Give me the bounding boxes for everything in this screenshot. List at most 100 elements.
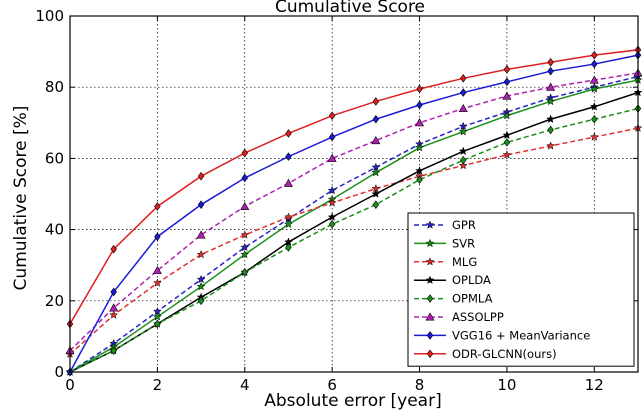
data-point-odr-glcnn-ours xyxy=(503,65,511,74)
data-point-opmla xyxy=(547,125,554,135)
data-point-vgg16-meanvariance xyxy=(460,88,467,97)
data-point-opmla xyxy=(241,268,248,277)
data-point-assolpp xyxy=(196,230,206,239)
legend-label-assolpp: ASSOLPP xyxy=(452,310,504,324)
data-point-assolpp xyxy=(546,82,556,91)
y-axis-title: Cumulative Score [%] xyxy=(11,106,31,291)
data-point-mlg xyxy=(152,278,162,287)
data-point-opmla xyxy=(416,175,423,185)
data-point-mlg xyxy=(283,212,293,221)
x-tick-label: 0 xyxy=(65,376,75,394)
data-point-mlg xyxy=(196,249,206,259)
data-point-assolpp xyxy=(458,103,468,113)
x-tick-label: 10 xyxy=(497,376,516,394)
y-tick-label: 100 xyxy=(35,7,64,25)
legend-label-svr: SVR xyxy=(452,236,475,250)
data-point-vgg16-meanvariance xyxy=(328,132,336,142)
legend-marker-vgg16-meanvariance xyxy=(426,331,434,340)
data-point-oplda xyxy=(546,114,556,124)
data-point-mlg xyxy=(502,150,512,159)
axis-ticks: 0 2 4 6 8 10 12 0 20 40 60 80 100 xyxy=(35,7,638,394)
series-odr-glcnn-ours xyxy=(66,45,642,329)
data-point-opmla xyxy=(197,296,205,306)
data-point-mlg xyxy=(589,132,599,141)
data-point-gpr xyxy=(327,185,337,195)
data-point-svr xyxy=(502,110,512,120)
data-point-gpr xyxy=(196,274,206,284)
data-point-opmla xyxy=(591,114,598,124)
data-point-vgg16-meanvariance xyxy=(416,100,423,110)
data-point-opmla xyxy=(503,138,511,147)
x-tick-label: 2 xyxy=(153,376,163,394)
data-point-svr xyxy=(415,143,425,152)
data-point-opmla xyxy=(110,346,117,355)
legend-marker-assolpp xyxy=(425,312,435,321)
data-point-svr xyxy=(371,167,381,177)
data-point-vgg16-meanvariance xyxy=(241,173,248,183)
series-line-gpr xyxy=(69,75,639,373)
data-point-vgg16-meanvariance xyxy=(110,287,117,297)
series-line-odr-glcnn-ours xyxy=(69,49,639,325)
data-point-assolpp xyxy=(371,135,381,145)
legend-marker-oplda xyxy=(425,275,435,285)
data-point-assolpp xyxy=(109,303,119,312)
data-point-assolpp xyxy=(589,75,599,84)
legend-marker-opmla xyxy=(426,294,434,303)
data-point-assolpp xyxy=(152,265,162,275)
x-tick-label: 6 xyxy=(327,376,337,394)
series-line-vgg16-meanvariance xyxy=(69,54,639,373)
data-point-vgg16-meanvariance xyxy=(197,200,205,209)
y-tick-label: 0 xyxy=(54,363,64,381)
plot-frame xyxy=(69,15,639,373)
y-tick-label: 40 xyxy=(45,221,64,239)
legend-label-opmla: OPMLA xyxy=(452,292,493,306)
data-point-vgg16-meanvariance xyxy=(372,114,380,124)
y-tick-label: 60 xyxy=(45,149,64,167)
data-point-opmla xyxy=(460,155,467,165)
legend-label-mlg: MLG xyxy=(452,255,477,269)
data-point-svr xyxy=(152,312,162,321)
data-point-vgg16-meanvariance xyxy=(547,66,554,76)
series-layer xyxy=(65,45,642,377)
series-vgg16-meanvariance xyxy=(66,50,642,377)
chart-title: Cumulative Score xyxy=(275,0,425,17)
legend-marker-svr xyxy=(425,238,435,248)
data-point-odr-glcnn-ours xyxy=(416,84,423,94)
x-tick-label: 4 xyxy=(240,376,250,394)
data-point-assolpp xyxy=(283,178,293,187)
data-point-svr xyxy=(589,84,599,93)
data-point-odr-glcnn-ours xyxy=(197,171,205,181)
data-point-opmla xyxy=(154,319,161,329)
data-point-vgg16-meanvariance xyxy=(154,232,161,242)
x-tick-label: 12 xyxy=(585,376,604,394)
data-point-mlg xyxy=(240,230,250,239)
data-point-odr-glcnn-ours xyxy=(154,202,161,211)
legend-label-gpr: GPR xyxy=(452,218,476,232)
data-point-mlg xyxy=(109,310,119,319)
data-point-odr-glcnn-ours xyxy=(110,244,117,254)
x-tick-label: 8 xyxy=(415,376,425,394)
legend-marker-gpr xyxy=(425,220,435,229)
data-point-vgg16-meanvariance xyxy=(285,152,292,161)
data-point-mlg xyxy=(546,141,556,150)
y-tick-label: 80 xyxy=(45,78,64,96)
data-point-mlg xyxy=(327,198,337,207)
data-point-assolpp xyxy=(502,91,512,100)
data-point-assolpp xyxy=(240,201,250,210)
data-point-vgg16-meanvariance xyxy=(591,59,598,69)
data-point-oplda xyxy=(589,102,599,111)
data-point-assolpp xyxy=(415,118,425,127)
data-point-opmla xyxy=(285,243,292,252)
data-point-odr-glcnn-ours xyxy=(591,50,598,60)
legend-label-vgg16-meanvariance: VGG16 + MeanVariance xyxy=(452,328,590,342)
data-point-oplda xyxy=(502,130,512,140)
data-point-oplda xyxy=(458,146,468,156)
data-point-odr-glcnn-ours xyxy=(285,129,292,138)
data-point-svr xyxy=(546,96,556,106)
legend-label-oplda: OPLDA xyxy=(452,273,491,287)
data-point-oplda xyxy=(371,189,381,198)
data-point-assolpp xyxy=(327,153,337,162)
legend-box xyxy=(407,212,635,367)
data-point-odr-glcnn-ours xyxy=(328,111,336,120)
